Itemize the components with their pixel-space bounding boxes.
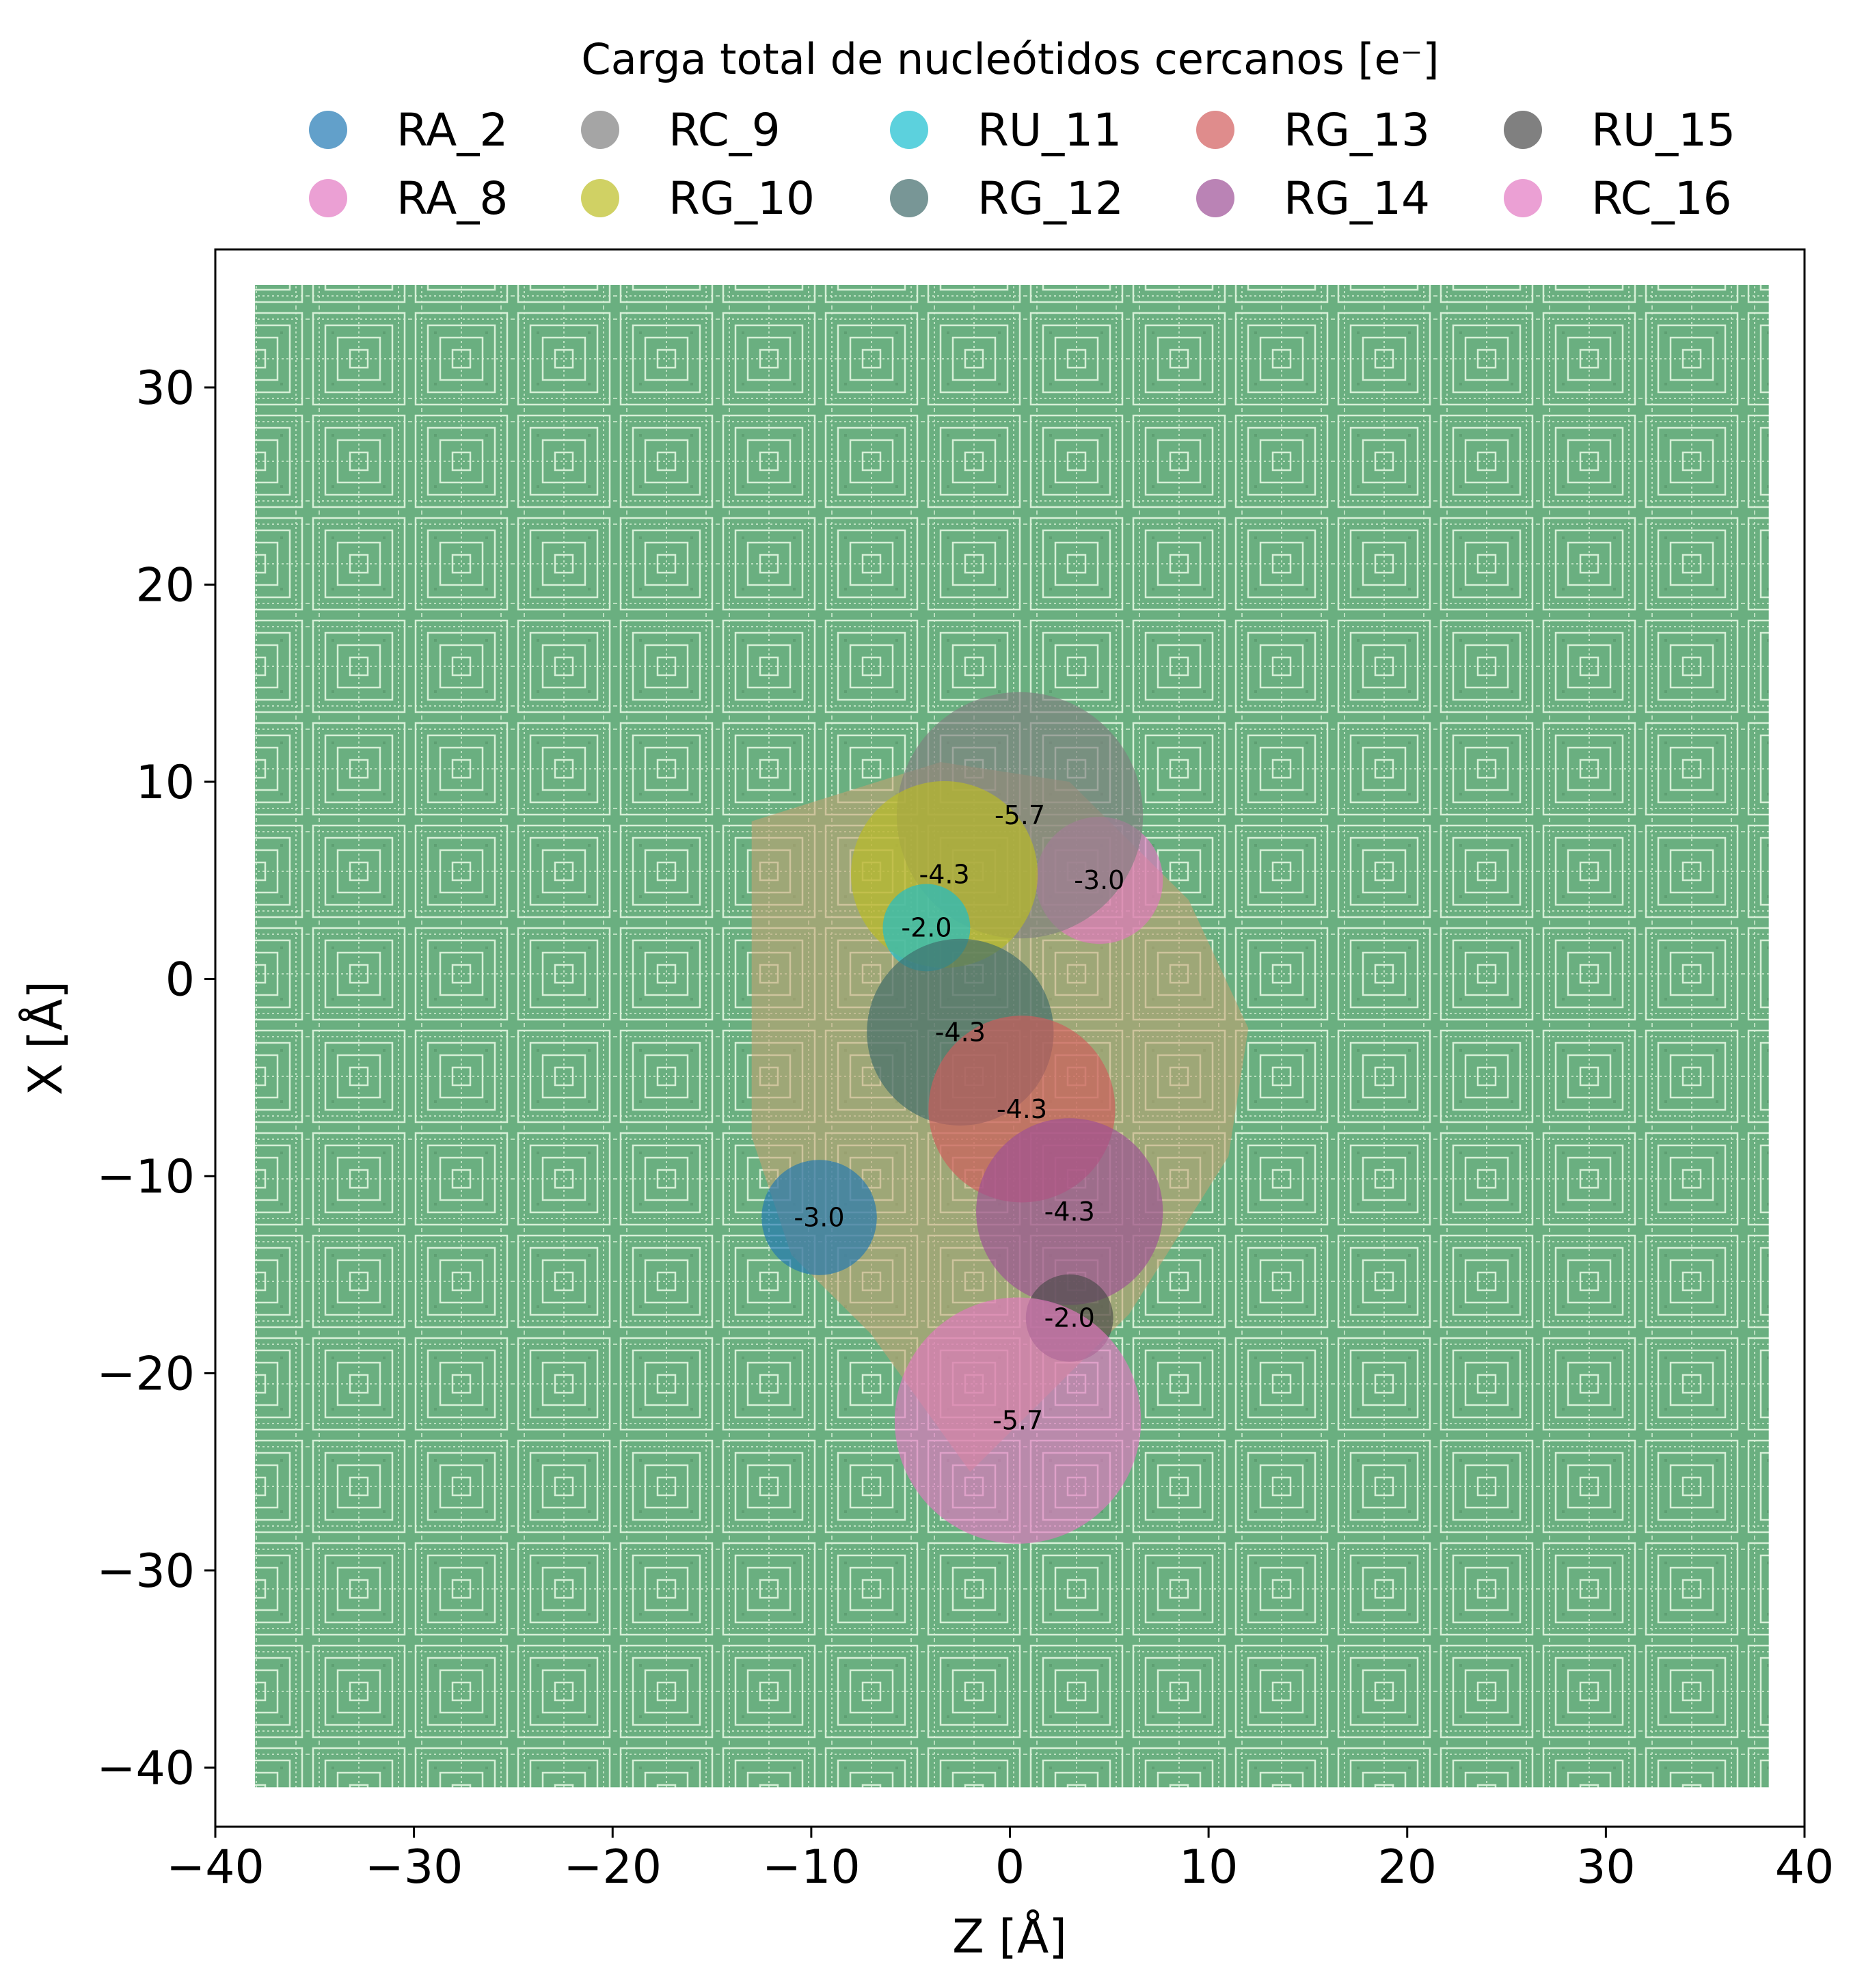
legend-label-ru-15: RU_15 — [1591, 104, 1735, 156]
charge-label-rg-14: -4.3 — [1044, 1197, 1095, 1227]
charge-label-rc-16: -5.7 — [992, 1406, 1043, 1436]
x-tick-label: −40 — [166, 1840, 265, 1894]
charge-label-ru-11: -2.0 — [901, 912, 951, 942]
marker-rg-14 — [976, 1118, 1163, 1305]
charge-label-ru-15: -2.0 — [1044, 1303, 1095, 1333]
charge-label-rg-10: -4.3 — [919, 860, 970, 890]
marker-ra-2 — [761, 1160, 877, 1275]
legend-marker-ru-15 — [1504, 111, 1542, 149]
legend-marker-ru-11 — [890, 111, 928, 149]
x-tick-label: 30 — [1576, 1840, 1636, 1894]
y-tick-label: −40 — [96, 1741, 195, 1795]
x-axis-label: Z [Å] — [952, 1909, 1067, 1964]
legend-marker-rg-14 — [1196, 179, 1234, 217]
legend-marker-rg-13 — [1196, 111, 1234, 149]
charge-label-rg-13: -4.3 — [997, 1094, 1047, 1124]
y-tick-label: −20 — [96, 1347, 195, 1401]
legend-marker-rg-12 — [890, 179, 928, 217]
charge-label-rc-9: -5.7 — [995, 800, 1045, 830]
x-tick-label: 10 — [1179, 1840, 1239, 1894]
legend-marker-rc-9 — [581, 111, 619, 149]
x-tick-label: −30 — [365, 1840, 463, 1894]
plot-area: -3.0 -3.0 -5.7 -4.3 -2.0 -4.3 -4.3 -4.3 -2.0 -5.7 — [255, 284, 1769, 1788]
x-tick-label: 40 — [1775, 1840, 1835, 1894]
legend-label-rc-16: RC_16 — [1591, 172, 1732, 225]
y-tick-label: 0 — [165, 953, 195, 1007]
y-axis-label: X [Å] — [18, 981, 73, 1095]
legend-marker-rg-10 — [581, 179, 619, 217]
legend-label-rg-14: RG_14 — [1284, 172, 1430, 225]
legend-label-rg-12: RG_12 — [977, 172, 1124, 225]
y-tick-label: 30 — [135, 362, 195, 416]
legend-marker-ra-2 — [309, 111, 347, 149]
legend-label-ra-2: RA_2 — [396, 104, 508, 156]
x-tick-label: 20 — [1377, 1840, 1437, 1894]
legend-title: Carga total de nucleótidos cercanos [e⁻] — [581, 34, 1439, 84]
y-tick-label: −10 — [96, 1150, 195, 1204]
legend: RA_2 RA_8 RC_9 RG_10 RU_11 RG_12 RG_13 RG_14 RU_… — [309, 104, 1735, 225]
charge-label-ra-8: -3.0 — [1074, 865, 1124, 895]
legend-marker-rc-16 — [1504, 179, 1542, 217]
x-tick-label: −10 — [762, 1840, 861, 1894]
legend-label-rg-10: RG_10 — [668, 172, 815, 225]
charge-label-ra-2: -3.0 — [794, 1203, 844, 1233]
legend-label-ra-8: RA_8 — [396, 172, 508, 225]
legend-label-rg-13: RG_13 — [1284, 104, 1430, 156]
y-axis: −40 −30 −20 −10 0 10 20 30 — [96, 362, 215, 1795]
x-axis: −40 −30 −20 −10 0 10 20 30 40 — [166, 1827, 1834, 1894]
legend-label-rc-9: RC_9 — [668, 104, 781, 156]
y-tick-label: 20 — [135, 558, 195, 612]
legend-marker-ra-8 — [309, 179, 347, 217]
x-tick-label: 0 — [995, 1840, 1025, 1894]
y-tick-label: 10 — [135, 756, 195, 810]
marker-rc-16 — [894, 1297, 1141, 1544]
y-tick-label: −30 — [96, 1544, 195, 1598]
legend-label-ru-11: RU_11 — [977, 104, 1122, 156]
x-tick-label: −20 — [563, 1840, 662, 1894]
charge-label-rg-12: -4.3 — [935, 1017, 986, 1047]
